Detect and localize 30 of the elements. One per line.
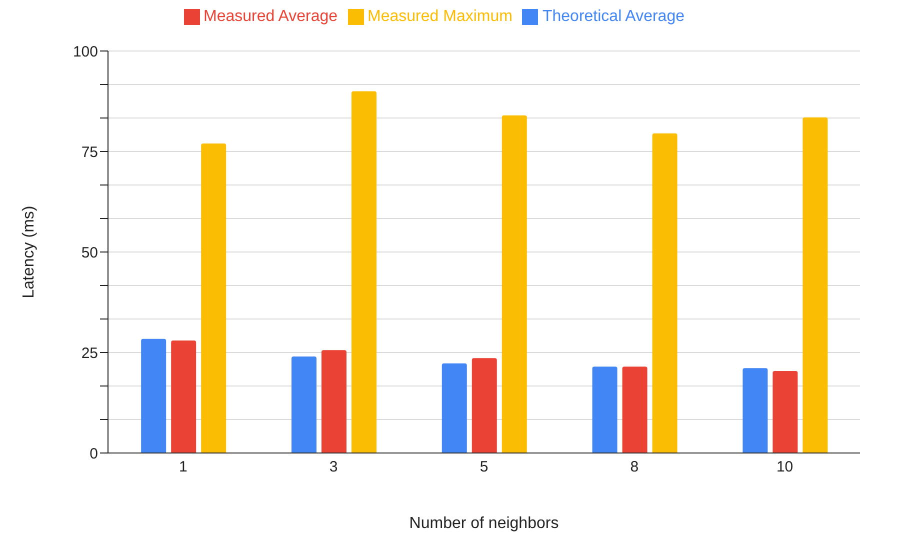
bar bbox=[201, 143, 226, 453]
bar bbox=[772, 370, 798, 453]
x-tick-label: 8 bbox=[630, 458, 639, 476]
bar bbox=[802, 117, 828, 453]
legend-label: Measured Average bbox=[204, 8, 338, 25]
y-tick-label: 100 bbox=[72, 43, 98, 60]
bar bbox=[442, 363, 467, 453]
bar bbox=[652, 133, 678, 453]
y-tick-label: 0 bbox=[90, 445, 98, 462]
bar bbox=[171, 340, 196, 453]
bar bbox=[742, 368, 768, 453]
bar bbox=[351, 91, 376, 453]
y-tick-label: 50 bbox=[81, 244, 98, 262]
bar bbox=[622, 366, 648, 453]
y-axis-title: Latency (ms) bbox=[20, 206, 38, 298]
x-tick-label: 10 bbox=[776, 458, 794, 476]
bar bbox=[291, 356, 316, 453]
x-tick-label: 1 bbox=[179, 458, 188, 476]
y-tick-label: 75 bbox=[81, 144, 98, 161]
x-tick-label: 3 bbox=[329, 458, 338, 476]
x-tick-label: 5 bbox=[480, 458, 488, 476]
bar bbox=[592, 366, 618, 453]
bar bbox=[472, 358, 497, 453]
bar bbox=[141, 338, 166, 453]
y-tick-label: 25 bbox=[81, 344, 98, 362]
bar bbox=[502, 115, 527, 453]
legend-label: Measured Maximum bbox=[368, 8, 512, 25]
x-axis-title: Number of neighbors bbox=[409, 515, 559, 532]
bar bbox=[321, 350, 346, 453]
legend-label: Theoretical Average bbox=[542, 8, 684, 25]
